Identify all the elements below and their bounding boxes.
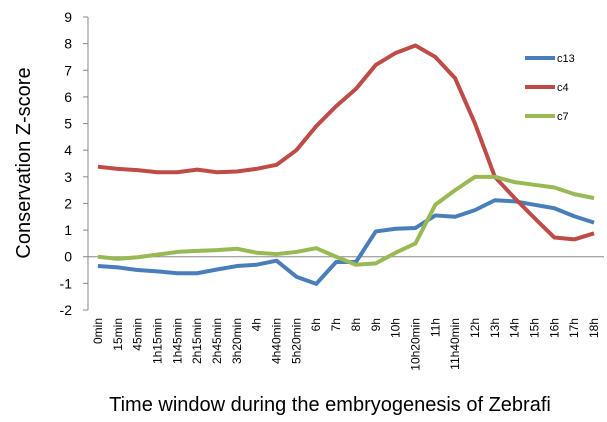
x-tick-label: 1h15min bbox=[150, 318, 164, 364]
x-tick-label: 17h bbox=[567, 318, 581, 338]
y-tick-label: 7 bbox=[64, 62, 72, 78]
y-tick-label: -1 bbox=[60, 275, 73, 291]
y-tick-label: 2 bbox=[64, 195, 72, 211]
y-tick-label: 5 bbox=[64, 116, 72, 132]
y-tick-label: 0 bbox=[64, 249, 72, 265]
x-tick-label: 10h bbox=[389, 318, 403, 338]
y-tick-label: 9 bbox=[64, 9, 72, 25]
x-tick-label: 11h40min bbox=[448, 318, 462, 370]
x-tick-label: 2h45min bbox=[210, 318, 224, 364]
x-tick-label: 7h bbox=[329, 318, 343, 331]
x-tick-label: 8h bbox=[349, 318, 363, 331]
x-tick-label: 18h bbox=[587, 318, 601, 338]
legend-label: c4 bbox=[557, 82, 569, 94]
x-tick-label: 45min bbox=[131, 318, 145, 351]
x-axis-title: Time window during the embryogenesis of … bbox=[109, 394, 551, 416]
x-tick-label: 5h20min bbox=[289, 318, 303, 364]
y-tick-label: -2 bbox=[60, 302, 73, 318]
x-tick-label: 2h15min bbox=[190, 318, 204, 364]
legend-label: c13 bbox=[557, 53, 575, 65]
x-tick-label: 16h bbox=[547, 318, 561, 338]
x-tick-label: 4h40min bbox=[270, 318, 284, 364]
y-tick-label: 3 bbox=[64, 169, 72, 185]
x-tick-label: 12h bbox=[468, 318, 482, 338]
series-line bbox=[97, 198, 595, 286]
x-tick-label: 3h20min bbox=[230, 318, 244, 364]
x-tick-label: 15min bbox=[111, 318, 125, 351]
legend-label: c7 bbox=[557, 111, 569, 123]
x-tick-label: 9h bbox=[369, 318, 383, 331]
y-axis-title: Conservation Z-score bbox=[13, 67, 35, 258]
y-tick-label: 6 bbox=[64, 89, 72, 105]
x-tick-label: 14h bbox=[508, 318, 522, 338]
x-tick-label: 0min bbox=[91, 318, 105, 344]
x-tick-label: 15h bbox=[528, 318, 542, 338]
series-line bbox=[97, 174, 595, 267]
x-tick-label: 1h45min bbox=[170, 318, 184, 364]
x-tick-label: 4h bbox=[250, 318, 264, 331]
x-tick-label: 10h20min bbox=[408, 318, 422, 371]
y-tick-label: 1 bbox=[64, 222, 72, 238]
series-line bbox=[97, 43, 595, 242]
x-tick-label: 13h bbox=[488, 318, 502, 338]
x-tick-label: 11h bbox=[428, 318, 442, 337]
y-tick-label: 8 bbox=[64, 36, 72, 52]
y-tick-label: 4 bbox=[64, 142, 72, 158]
x-tick-label: 6h bbox=[309, 318, 323, 331]
